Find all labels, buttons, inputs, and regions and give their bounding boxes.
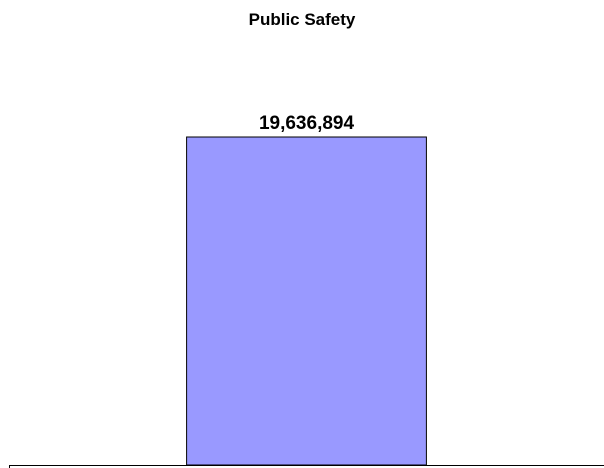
chart-title: Public Safety: [248, 10, 356, 29]
data-labels-group: 19,636,894: [259, 113, 355, 134]
data-label: 19,636,894: [259, 113, 355, 134]
bars-group: [186, 136, 427, 466]
bar: [186, 136, 427, 466]
